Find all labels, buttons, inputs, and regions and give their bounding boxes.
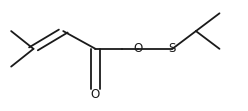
Text: S: S bbox=[169, 42, 176, 55]
Text: O: O bbox=[91, 88, 100, 101]
Text: O: O bbox=[133, 42, 142, 55]
